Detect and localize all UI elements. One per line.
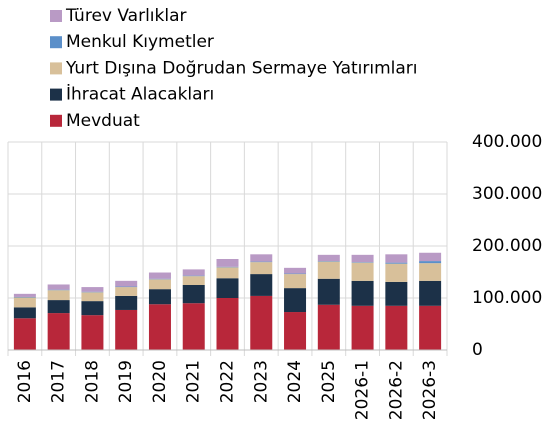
bar-segment (47, 290, 70, 301)
legend-swatch (50, 88, 62, 101)
bar-segment (250, 262, 273, 275)
bar-segment (47, 300, 70, 314)
bar-segment (385, 254, 408, 263)
y-tick-label: 200.000 (472, 236, 542, 256)
bar-segment (182, 276, 205, 285)
bar-segment (250, 261, 273, 263)
x-tick-label: 2026-2 (386, 360, 406, 420)
bar-segment (182, 285, 205, 304)
bar-segment (419, 305, 442, 350)
bar-segment (284, 274, 307, 289)
bar-segment (13, 307, 36, 319)
bar-segment (317, 261, 340, 262)
legend-label: Yurt Dışına Doğrudan Sermaye Yatırımları (65, 58, 418, 78)
bar-segment (216, 259, 239, 267)
bar-segment (419, 261, 442, 264)
bar-segment (216, 267, 239, 279)
bar-segment (284, 312, 307, 350)
bar-segment (419, 263, 442, 281)
bar-segment (317, 261, 340, 279)
legend-label: Mevduat (66, 111, 140, 131)
x-tick-label: 2025 (319, 360, 339, 403)
bar-segment (148, 279, 171, 290)
bar-segment (47, 284, 70, 290)
legend-swatch (50, 62, 62, 75)
x-tick-label: 2026-1 (353, 360, 373, 420)
bar-segment (115, 309, 138, 350)
bar-segment (351, 254, 374, 263)
x-tick-label: 2026-3 (420, 360, 440, 420)
bar-segment (317, 304, 340, 350)
bar-segment (419, 252, 442, 262)
x-tick-label: 2023 (251, 360, 271, 403)
bar-segment (13, 297, 36, 308)
bar-segment (351, 262, 374, 263)
bar-segment (284, 273, 307, 275)
x-tick-label: 2022 (218, 360, 238, 403)
y-tick-label: 300.000 (472, 184, 542, 204)
x-tick-label: 2024 (285, 360, 305, 403)
legend-swatch (50, 10, 62, 22)
bar-segment (47, 313, 70, 350)
bar-segment (81, 291, 104, 293)
bar-segment (81, 287, 104, 292)
legend-swatch (50, 36, 62, 49)
x-tick-label: 2019 (116, 360, 136, 403)
bar-segment (148, 289, 171, 305)
bar-segment (115, 287, 138, 296)
bar-segment (351, 305, 374, 350)
bar-segment (216, 298, 239, 350)
y-tick-label: 400.000 (472, 132, 542, 152)
bar-segment (115, 295, 138, 310)
bar-segment (81, 292, 104, 302)
bar-segment (148, 272, 171, 279)
bar-segment (351, 280, 374, 306)
bar-segment (182, 303, 205, 350)
bar-segment (47, 289, 70, 291)
bar-segment (250, 295, 273, 350)
x-tick-label: 2021 (184, 360, 204, 403)
legend-swatch (50, 114, 62, 127)
legend-label: İhracat Alacakları (66, 84, 214, 105)
bar-segment (385, 263, 408, 282)
bar-segment (385, 281, 408, 306)
bar-segment (13, 296, 36, 298)
bar-segment (81, 315, 104, 350)
bar-segment (182, 275, 205, 277)
x-tick-label: 2017 (49, 360, 69, 403)
bar-segment (419, 280, 442, 306)
bar-segment (115, 280, 138, 287)
bar-segment (216, 278, 239, 298)
bar-segment (284, 267, 307, 274)
bar-segment (81, 301, 104, 316)
bar-segment (13, 318, 36, 350)
bar-segment (385, 305, 408, 350)
x-tick-label: 2016 (15, 360, 35, 403)
bar-segment (317, 278, 340, 305)
bar-segment (13, 293, 36, 297)
bar-segment (385, 262, 408, 264)
bar-segment (115, 286, 138, 288)
bar-segment (148, 304, 171, 350)
bar-segment (351, 262, 374, 281)
bar-segment (216, 266, 239, 268)
legend-label: Türev Varlıklar (65, 6, 187, 26)
legend-label: Menkul Kıymetler (66, 32, 214, 52)
x-tick-label: 2020 (150, 360, 170, 403)
bar-segment (182, 269, 205, 276)
bar-segment (317, 254, 340, 262)
bar-segment (148, 278, 171, 280)
y-tick-label: 100.000 (472, 288, 542, 308)
bar-segment (250, 254, 273, 262)
x-tick-label: 2018 (82, 360, 102, 403)
bar-segment (250, 274, 273, 296)
y-tick-label: 0 (472, 340, 483, 360)
bar-segment (284, 288, 307, 313)
